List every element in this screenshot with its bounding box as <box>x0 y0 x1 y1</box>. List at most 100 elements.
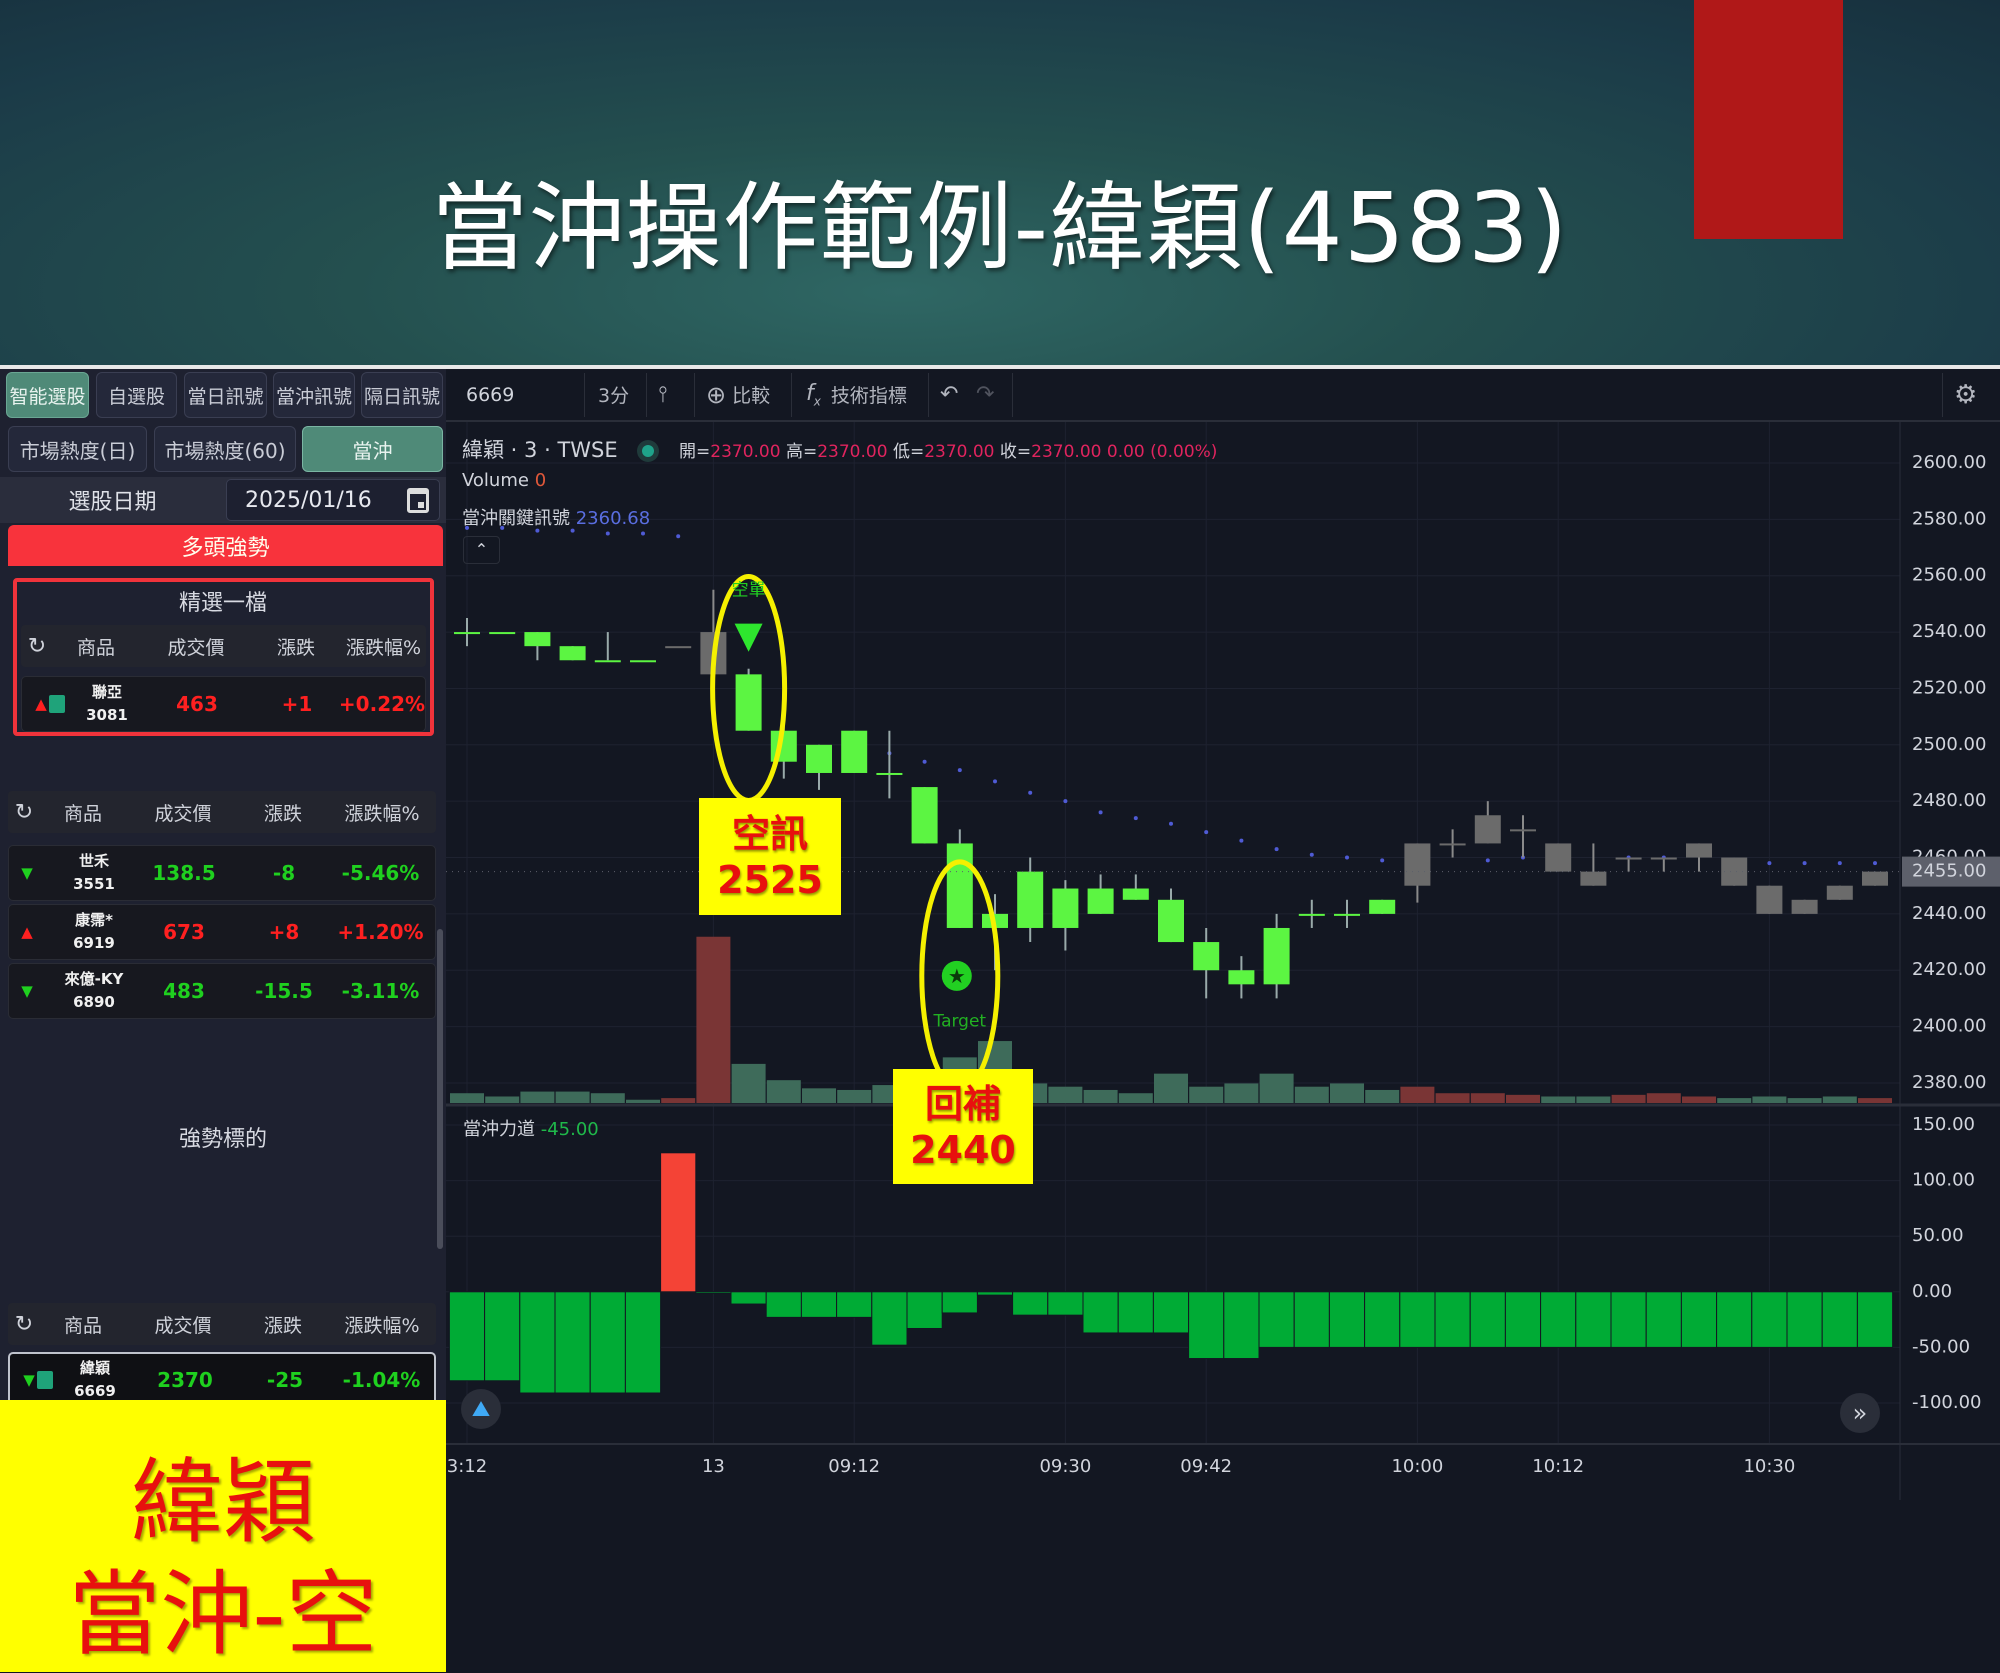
subtab-1[interactable]: 市場熱度(60) <box>154 426 296 472</box>
redo-icon[interactable]: ↷ <box>976 382 995 407</box>
signal-dot <box>1098 810 1103 815</box>
oscillator-bar <box>1258 1291 1295 1348</box>
stock-code: 3551 <box>73 875 115 893</box>
stock-pct: +1.20% <box>337 920 424 944</box>
subtab-0[interactable]: 市場熱度(日) <box>8 426 147 472</box>
candle-body <box>1545 843 1572 872</box>
oscillator-bar <box>1364 1291 1401 1348</box>
candle-body <box>1052 888 1079 928</box>
subtab-2[interactable]: 當沖 <box>302 426 443 472</box>
symbol-search[interactable]: 6669 <box>466 383 515 406</box>
volume-bar <box>1435 1093 1470 1103</box>
column-header[interactable]: 成交價 <box>154 1314 212 1337</box>
volume-bar <box>731 1063 766 1103</box>
volume-bar <box>1259 1073 1294 1103</box>
scrollbar[interactable] <box>437 929 443 1249</box>
osc-tick-label: 50.00 <box>1912 1225 1964 1246</box>
stock-row[interactable]: ▲ 聯亞 3081 463 +1 +0.22% <box>21 676 426 732</box>
column-header[interactable]: 成交價 <box>154 802 212 825</box>
table-header: ↻ 商品 成交價 漲跌 漲跌幅% <box>21 625 426 667</box>
tab-3[interactable]: 當沖訊號 <box>273 372 355 418</box>
signal-dot <box>1837 861 1842 866</box>
stock-row[interactable]: ▼ 來億-KY 6890 483 -15.5 -3.11% <box>8 963 436 1019</box>
column-header[interactable]: 漲跌 <box>263 1314 302 1337</box>
interval-button[interactable]: 3分 <box>598 385 630 407</box>
tab-2[interactable]: 當日訊號 <box>184 372 267 418</box>
price-tick-label: 2560.00 <box>1912 565 1986 586</box>
column-header[interactable]: 漲跌幅% <box>344 802 420 825</box>
oscillator-bar <box>730 1291 767 1305</box>
date-input[interactable]: 2025/01/16 <box>226 479 440 521</box>
price-tick-label: 2420.00 <box>1912 959 1986 980</box>
stock-change: -25 <box>266 1368 304 1392</box>
tab-0[interactable]: 智能選股 <box>6 372 89 418</box>
oscillator-bar <box>1645 1291 1682 1348</box>
oscillator-bar <box>1117 1291 1154 1334</box>
stock-price: 483 <box>163 979 205 1003</box>
column-header[interactable]: 漲跌幅% <box>344 1314 420 1337</box>
oscillator-bar <box>1223 1291 1260 1360</box>
candle-body <box>1580 871 1607 886</box>
oscillator-bar <box>1540 1291 1577 1348</box>
column-header[interactable]: 漲跌 <box>263 802 302 825</box>
stock-row[interactable]: ▼ 世禾 3551 138.5 -8 -5.46% <box>8 845 436 901</box>
column-header[interactable]: 商品 <box>63 802 102 825</box>
candle-type-icon[interactable]: ⫯ <box>658 382 668 407</box>
stock-name-cell: 世禾 3551 <box>49 846 139 900</box>
down-triangle-icon: ▼ <box>21 982 33 1000</box>
scroll-to-latest-button[interactable]: » <box>1840 1393 1880 1433</box>
volume-legend: Volume 0 <box>462 470 546 491</box>
oscillator-bar <box>554 1291 591 1394</box>
tab-1[interactable]: 自選股 <box>96 372 177 418</box>
volume-bar <box>1365 1089 1400 1103</box>
column-header[interactable]: 商品 <box>76 636 115 659</box>
volume-bar <box>1576 1096 1611 1103</box>
candle-body <box>665 646 692 649</box>
candle-body <box>1615 857 1642 860</box>
price-tick-label: 2500.00 <box>1912 734 1986 755</box>
undo-icon[interactable]: ↶ <box>940 382 959 407</box>
stock-name: 世禾 <box>78 852 109 870</box>
tradingview-logo-icon[interactable]: ⛰ <box>461 1389 501 1429</box>
candle-body <box>1404 843 1431 886</box>
candle-body <box>946 843 973 928</box>
volume-bar <box>450 1093 484 1103</box>
refresh-icon[interactable]: ↻ <box>14 1311 34 1337</box>
time-tick-label: 10:30 <box>1743 1456 1795 1477</box>
stock-name-cell: 聯亞 3081 <box>62 677 152 731</box>
collapse-legend-button[interactable]: ⌃ <box>463 536 500 564</box>
oscillator-bar <box>1575 1291 1612 1348</box>
oscillator-bar <box>484 1291 521 1382</box>
table-header: ↻ 商品 成交價 漲跌 漲跌幅% <box>8 791 436 833</box>
stock-row[interactable]: ▲ 康霈* 6919 673 +8 +1.20% <box>8 904 436 960</box>
indicators-button[interactable]: fx 技術指標 <box>806 369 907 420</box>
candle-body <box>1686 843 1712 858</box>
oscillator-bar <box>695 1291 732 1294</box>
candle-body <box>911 787 938 844</box>
table-header: ↻ 商品 成交價 漲跌 漲跌幅% <box>8 1303 436 1345</box>
price-chart[interactable]: 2600.00 2580.00 2560.00 2540.00 2520.00 2500.… <box>446 422 2000 1500</box>
calendar-icon[interactable] <box>407 488 429 513</box>
signal-label: 當沖關鍵訊號 <box>462 508 570 529</box>
stock-picker-panel: 選股日期 2025/01/16 多頭強勢 精選一檔 強勢標的 智能選股 自選股 當日… <box>0 369 446 1672</box>
high-label: 高= <box>785 442 818 462</box>
compare-button[interactable]: ⊕ 比較 <box>706 369 770 420</box>
column-header[interactable]: 漲跌 <box>276 636 315 659</box>
refresh-icon[interactable]: ↻ <box>27 633 47 659</box>
volume-bar <box>802 1088 836 1103</box>
candle-body <box>1158 899 1184 943</box>
candle-body <box>1228 970 1255 985</box>
volume-bar <box>590 1093 625 1103</box>
signal-dot <box>570 528 575 533</box>
refresh-icon[interactable]: ↻ <box>14 799 34 825</box>
bullish-banner: 多頭強勢 <box>8 525 443 566</box>
column-header[interactable]: 漲跌幅% <box>345 636 422 659</box>
column-header[interactable]: 成交價 <box>167 636 225 659</box>
column-header[interactable]: 商品 <box>63 1314 102 1337</box>
tab-4[interactable]: 隔日訊號 <box>361 372 443 418</box>
volume-bar <box>1048 1086 1083 1103</box>
margin-badge-icon <box>48 695 65 713</box>
candle-body <box>1756 885 1783 914</box>
settings-gear-icon[interactable]: ⚙ <box>1954 379 1978 410</box>
osc-tick-label: -100.00 <box>1912 1392 1981 1413</box>
